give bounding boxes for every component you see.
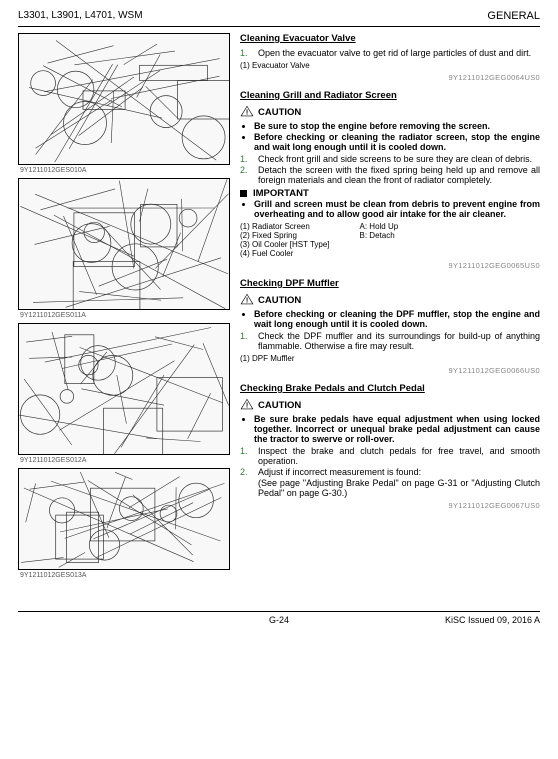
legend: (1) Radiator Screen(2) Fixed Spring(3) O… — [240, 222, 540, 258]
legend: (1) DPF Muffler — [240, 354, 540, 363]
legend-item: B: Detach — [360, 231, 399, 240]
figure-ref: 9Y1211012GES011A — [18, 312, 230, 319]
step-sub-text: (See page "Adjusting Brake Pedal" on pag… — [258, 478, 540, 498]
legend: (1) Evacuator Valve — [240, 61, 540, 70]
figure — [18, 323, 230, 455]
step-number: 2. — [240, 467, 252, 477]
step-number: 1. — [240, 331, 252, 351]
step-list: 1. Inspect the brake and clutch pedals fo… — [240, 446, 540, 498]
legend-item: (3) Oil Cooler [HST Type] — [240, 240, 330, 249]
footer-row: G-24 KiSC Issued 09, 2016 A — [18, 615, 540, 625]
step-item: 1. Check front grill and side screens to … — [240, 154, 540, 164]
header-rule — [18, 26, 540, 27]
section-title: Cleaning Evacuator Valve — [240, 33, 540, 44]
legend-item: (2) Fixed Spring — [240, 231, 330, 240]
footer-rule — [18, 611, 540, 612]
caution-label: CAUTION — [258, 400, 301, 411]
caution-bullet: Be sure to stop the engine before removi… — [254, 121, 540, 131]
step-number: 1. — [240, 154, 252, 164]
legend-column: A: Hold UpB: Detach — [360, 222, 399, 258]
step-number: 1. — [240, 48, 252, 58]
caution-bullet: Before checking or cleaning the DPF muff… — [254, 309, 540, 329]
svg-text:!: ! — [246, 298, 248, 305]
step-item: 1. Inspect the brake and clutch pedals fo… — [240, 446, 540, 466]
manual-page: L3301, L3901, L4701, WSM GENERAL 9Y12110… — [0, 0, 558, 635]
step-list: 1. Check front grill and side screens to … — [240, 154, 540, 185]
warning-icon: ! — [240, 398, 254, 412]
figure — [18, 178, 230, 310]
step-number: 2. — [240, 165, 252, 185]
caution-header: ! CAUTION — [240, 398, 540, 412]
step-item: 2. Adjust if incorrect measurement is fou… — [240, 467, 540, 477]
reference-code: 9Y1211012GEG0064US0 — [240, 73, 540, 82]
section: Checking Brake Pedals and Clutch Pedal! C… — [240, 383, 540, 510]
legend-item: (1) Radiator Screen — [240, 222, 330, 231]
caution-label: CAUTION — [258, 295, 301, 306]
important-header: IMPORTANT — [240, 188, 540, 199]
page-header: L3301, L3901, L4701, WSM GENERAL — [18, 10, 540, 22]
step-list: 1. Check the DPF muffler and its surround… — [240, 331, 540, 351]
svg-text:!: ! — [246, 403, 248, 410]
caution-bullets: Be sure brake pedals have equal adjustme… — [254, 414, 540, 444]
svg-text:!: ! — [246, 110, 248, 117]
caution-label: CAUTION — [258, 107, 301, 118]
step-text: Adjust if incorrect measurement is found… — [258, 467, 421, 477]
section: Cleaning Evacuator Valve 1. Open the evacu… — [240, 33, 540, 82]
step-sub: (See page "Adjusting Brake Pedal" on pag… — [240, 478, 540, 498]
legend-item: (4) Fuel Cooler — [240, 249, 330, 258]
text-column: Cleaning Evacuator Valve 1. Open the evacu… — [240, 33, 540, 583]
reference-code: 9Y1211012GEG0066US0 — [240, 366, 540, 375]
caution-header: ! CAUTION — [240, 105, 540, 119]
important-bullets: Grill and screen must be clean from debr… — [254, 199, 540, 219]
figure — [18, 33, 230, 165]
step-text: Inspect the brake and clutch pedals for … — [258, 446, 540, 466]
warning-icon: ! — [240, 293, 254, 307]
footer-right: KiSC Issued 09, 2016 A — [445, 615, 540, 625]
caution-bullet: Be sure brake pedals have equal adjustme… — [254, 414, 540, 444]
reference-code: 9Y1211012GEG0067US0 — [240, 501, 540, 510]
caution-bullet: Before checking or cleaning the radiator… — [254, 132, 540, 152]
caution-bullets: Before checking or cleaning the DPF muff… — [254, 309, 540, 329]
legend-item: (1) Evacuator Valve — [240, 61, 540, 70]
square-bullet-icon — [240, 190, 247, 197]
reference-code: 9Y1211012GEG0065US0 — [240, 261, 540, 270]
header-left: L3301, L3901, L4701, WSM — [18, 10, 143, 22]
caution-header: ! CAUTION — [240, 293, 540, 307]
section: Cleaning Grill and Radiator Screen! CAUTI… — [240, 90, 540, 270]
step-number: 1. — [240, 446, 252, 466]
legend-item: (1) DPF Muffler — [240, 354, 540, 363]
step-list: 1. Open the evacuator valve to get rid of… — [240, 48, 540, 58]
section-title: Checking DPF Muffler — [240, 278, 540, 289]
header-right: GENERAL — [487, 10, 540, 22]
figures-column: 9Y1211012GES010A 9Y1211012GES011A 9Y121101… — [18, 33, 230, 583]
step-item: 1. Open the evacuator valve to get rid of… — [240, 48, 540, 58]
section: Checking DPF Muffler! CAUTION Before check… — [240, 278, 540, 375]
step-text: Check the DPF muffler and its surroundin… — [258, 331, 540, 351]
page-number: G-24 — [269, 615, 289, 625]
step-text: Check front grill and side screens to be… — [258, 154, 532, 164]
figure-ref: 9Y1211012GES012A — [18, 457, 230, 464]
section-title: Checking Brake Pedals and Clutch Pedal — [240, 383, 540, 394]
figure-ref: 9Y1211012GES010A — [18, 167, 230, 174]
legend-item: A: Hold Up — [360, 222, 399, 231]
step-text: Open the evacuator valve to get rid of l… — [258, 48, 531, 58]
important-label: IMPORTANT — [253, 188, 309, 199]
step-text: Detach the screen with the fixed spring … — [258, 165, 540, 185]
content-columns: 9Y1211012GES010A 9Y1211012GES011A 9Y121101… — [18, 33, 540, 583]
warning-icon: ! — [240, 105, 254, 119]
legend-column: (1) Radiator Screen(2) Fixed Spring(3) O… — [240, 222, 330, 258]
figure-ref: 9Y1211012GES013A — [18, 572, 230, 579]
section-title: Cleaning Grill and Radiator Screen — [240, 90, 540, 101]
step-item: 2. Detach the screen with the fixed sprin… — [240, 165, 540, 185]
important-bullet: Grill and screen must be clean from debr… — [254, 199, 540, 219]
step-item: 1. Check the DPF muffler and its surround… — [240, 331, 540, 351]
figure — [18, 468, 230, 570]
page-footer: G-24 KiSC Issued 09, 2016 A — [18, 611, 540, 625]
caution-bullets: Be sure to stop the engine before removi… — [254, 121, 540, 152]
